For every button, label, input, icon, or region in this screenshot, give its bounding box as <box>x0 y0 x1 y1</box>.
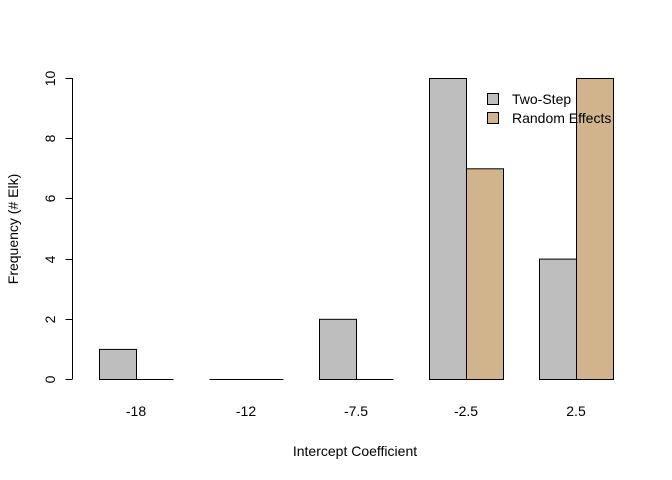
bar <box>576 78 614 380</box>
y-tick-label: 6 <box>42 194 58 202</box>
y-tick-label: 2 <box>42 315 58 323</box>
x-tick-label: -18 <box>126 403 146 419</box>
legend-label: Two-Step <box>512 91 571 107</box>
bar <box>99 348 137 380</box>
bars-layer <box>99 78 614 381</box>
y-tick-label: 10 <box>42 71 58 87</box>
x-tick-label: -7.5 <box>344 403 368 419</box>
legend-swatch <box>487 93 499 105</box>
x-tick-label: 2.5 <box>566 403 586 419</box>
bar <box>429 78 467 380</box>
legend-swatch <box>487 112 499 124</box>
x-axis-title: Intercept Coefficient <box>293 443 417 459</box>
y-axis: 0 2 4 6 8 10 <box>42 71 73 383</box>
y-axis-title: Frequency (# Elk) <box>5 174 21 284</box>
y-tick-label: 0 <box>42 375 58 383</box>
bar <box>319 318 357 380</box>
bar <box>539 258 577 381</box>
y-tick-label: 4 <box>42 255 58 263</box>
x-axis-labels: -18 -12 -7.5 -2.5 2.5 <box>126 403 586 419</box>
y-tick-label: 8 <box>42 134 58 142</box>
legend: Two-Step Random Effects <box>487 91 611 126</box>
legend-label: Random Effects <box>512 110 611 126</box>
x-tick-label: -2.5 <box>454 403 478 419</box>
bar <box>466 168 504 380</box>
x-tick-label: -12 <box>236 403 256 419</box>
